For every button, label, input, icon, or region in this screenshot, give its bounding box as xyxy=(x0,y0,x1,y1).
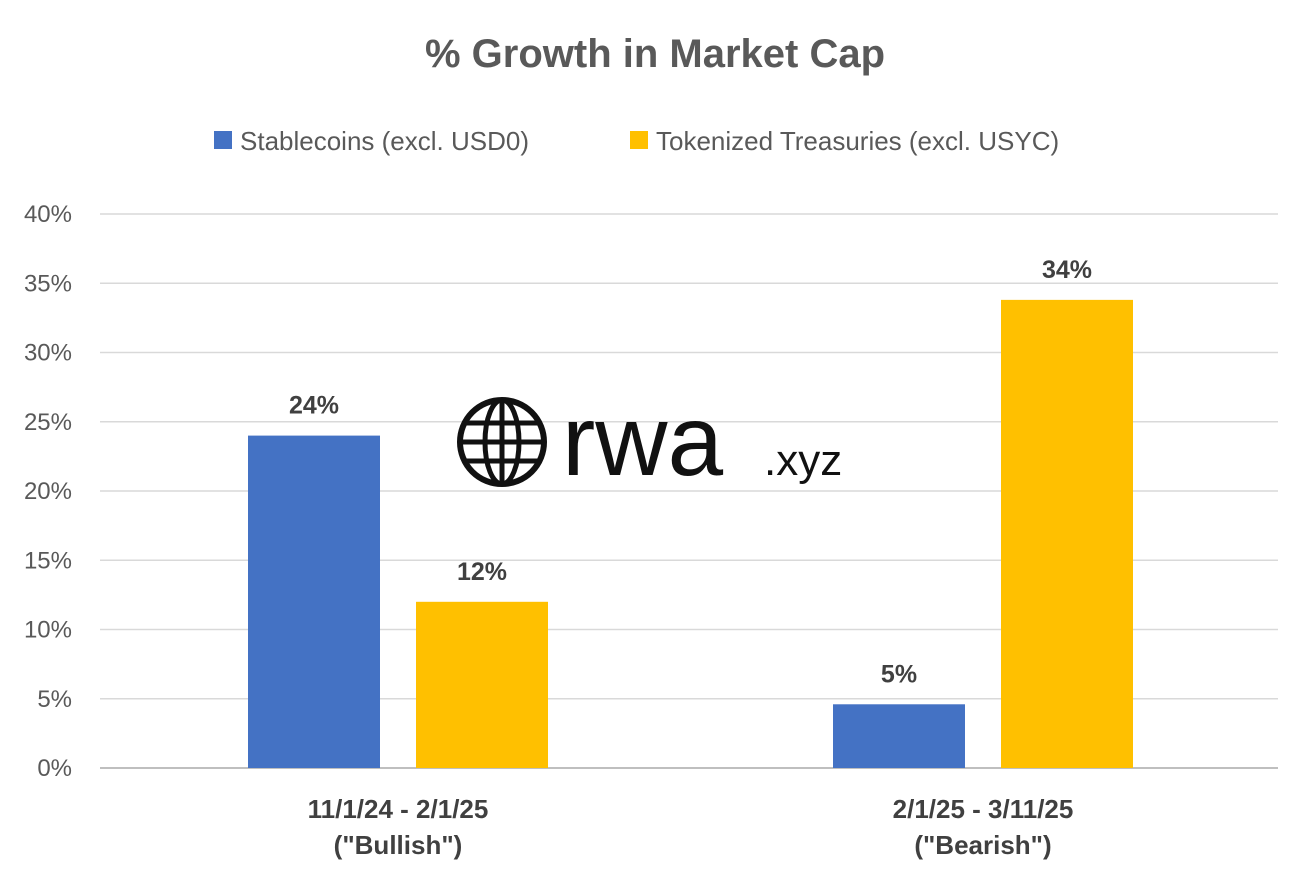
watermark: rwa .xyz xyxy=(457,385,842,497)
y-tick-label: 0% xyxy=(37,755,72,782)
legend-label: Stablecoins (excl. USD0) xyxy=(240,126,529,156)
data-label: 5% xyxy=(881,660,917,688)
globe-icon xyxy=(457,397,547,487)
y-tick-label: 15% xyxy=(24,547,72,574)
y-tick-label: 25% xyxy=(24,409,72,436)
category-label: ("Bearish") xyxy=(914,830,1051,860)
category-label: 11/1/24 - 2/1/25 xyxy=(308,794,489,824)
y-tick-label: 5% xyxy=(37,686,72,713)
category-label: 2/1/25 - 3/11/25 xyxy=(893,794,1074,824)
chart-title: % Growth in Market Cap xyxy=(425,32,885,76)
category-label: ("Bullish") xyxy=(334,830,463,860)
bar-tokenized-treasuries-0 xyxy=(416,601,548,768)
legend: Stablecoins (excl. USD0) Tokenized Treasu… xyxy=(214,126,1059,156)
y-tick-label: 10% xyxy=(24,617,72,644)
y-axis-ticks: 0% 5% 10% 15% 20% 25% 30% 35% 40% xyxy=(24,201,72,782)
y-tick-label: 35% xyxy=(24,270,72,297)
data-labels: 24% 5% 12% 34% xyxy=(289,256,1092,688)
x-axis-categories: 11/1/24 - 2/1/25 ("Bullish") 2/1/25 - 3/11… xyxy=(308,794,1074,860)
legend-label: Tokenized Treasuries (excl. USYC) xyxy=(656,126,1059,156)
y-tick-label: 20% xyxy=(24,478,72,505)
bar-stablecoins-1 xyxy=(833,704,965,768)
data-label: 12% xyxy=(457,558,507,586)
bars xyxy=(248,299,1133,768)
watermark-main-text: rwa xyxy=(562,385,724,497)
bar-stablecoins-0 xyxy=(248,435,380,768)
watermark-sub-text: .xyz xyxy=(764,436,842,485)
legend-swatch xyxy=(630,131,648,149)
y-tick-label: 40% xyxy=(24,201,72,228)
bar-tokenized-treasuries-1 xyxy=(1001,299,1133,768)
y-tick-label: 30% xyxy=(24,340,72,367)
legend-swatch xyxy=(214,131,232,149)
data-label: 34% xyxy=(1042,256,1092,284)
data-label: 24% xyxy=(289,392,339,420)
